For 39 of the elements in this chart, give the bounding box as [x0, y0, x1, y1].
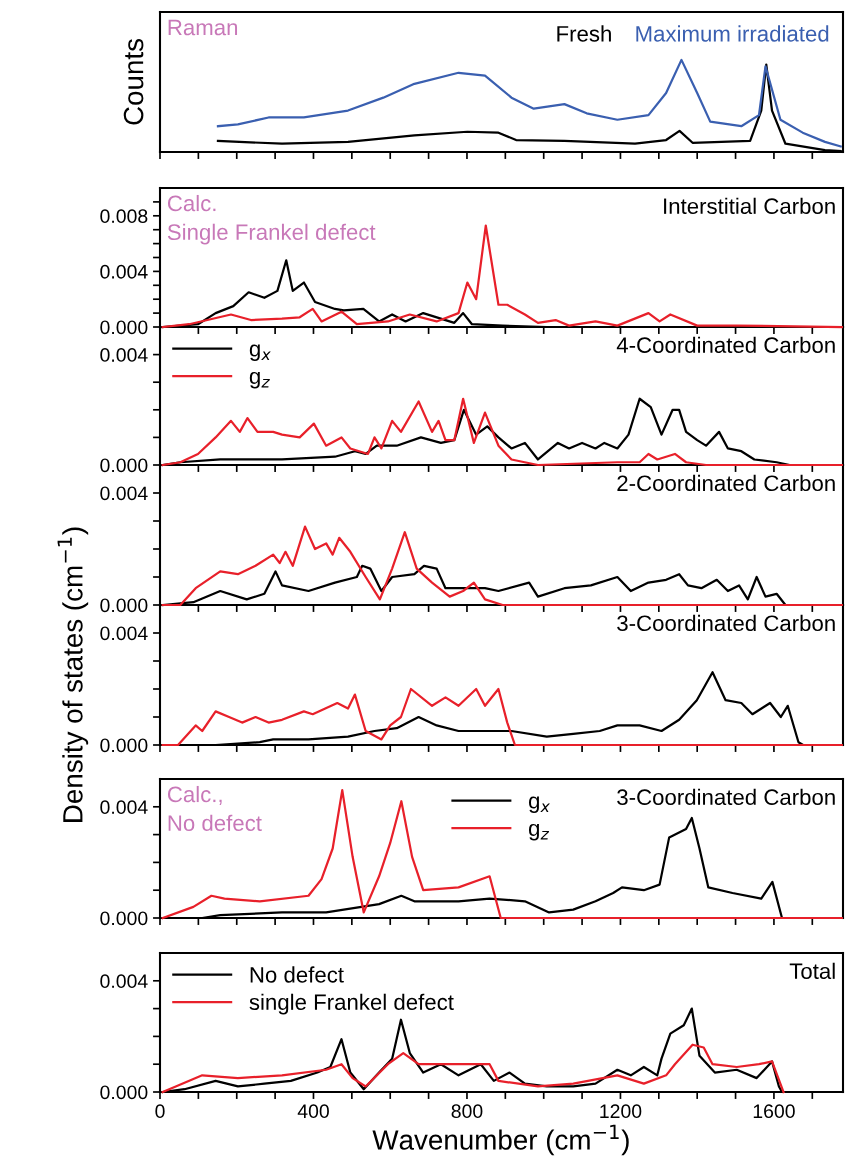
- line-series: [161, 1043, 785, 1094]
- x-axis-title: Wavenumber (cm$^{−1}$): [372, 1124, 629, 1156]
- legend-label: g$_{x}$: [528, 796, 550, 813]
- y-tick-label: 0.000: [100, 458, 148, 473]
- x-tick-label: 400: [297, 1104, 329, 1119]
- y-tick-label: 0.004: [100, 486, 148, 501]
- chart-title: 2-Coordinated Carbon: [617, 474, 835, 492]
- x-tick-label: 1600: [753, 1104, 795, 1119]
- legend-label: No defect: [250, 966, 344, 983]
- legend-label: single Frankel defect: [249, 993, 454, 1015]
- text: Raman: [168, 19, 238, 36]
- y-tick-label: 0.000: [100, 598, 148, 613]
- y-tick-label: 0.004: [100, 974, 148, 989]
- chart-title: Interstitial Carbon: [664, 197, 835, 215]
- chart-title: Total: [789, 962, 835, 980]
- y-tick-label: 0.004: [100, 800, 148, 815]
- text: Fresh: [557, 25, 611, 42]
- y-tick-label: 0.000: [100, 738, 148, 753]
- legend-label: g$_{z}$: [249, 371, 270, 389]
- x-tick-label: 0: [155, 1104, 165, 1119]
- x-tick-label: 800: [451, 1104, 483, 1119]
- text: Maximum irradiated: [636, 25, 829, 42]
- y-tick-label: 0.004: [100, 264, 148, 279]
- annotation: Calc. Single Frankel defect: [167, 194, 376, 245]
- legend-label: g$_{x}$: [249, 344, 271, 361]
- x-tick-label: 1200: [600, 1104, 642, 1119]
- y-axis-title: Density of states (cm$^{−1}$): [57, 527, 89, 822]
- legend-label: g$_{z}$: [528, 823, 550, 841]
- y-tick-label: 0.000: [100, 1085, 148, 1100]
- y-tick-label: 0.000: [100, 320, 148, 335]
- y-tick-label: 0.004: [100, 348, 148, 362]
- y-tick-label: 0.004: [100, 626, 148, 641]
- chart-title: 3-Coordinated Carbon: [617, 614, 835, 632]
- chart-title: 3-Coordinated Carbon: [617, 788, 835, 806]
- chart-title: 4-Coordinated Carbon: [616, 336, 835, 353]
- y-tick-label: 0.000: [100, 911, 148, 926]
- annotation: Calc., No defect: [167, 785, 262, 832]
- y-tick-label: 0.008: [100, 209, 148, 224]
- y-axis-title: Counts: [123, 38, 144, 125]
